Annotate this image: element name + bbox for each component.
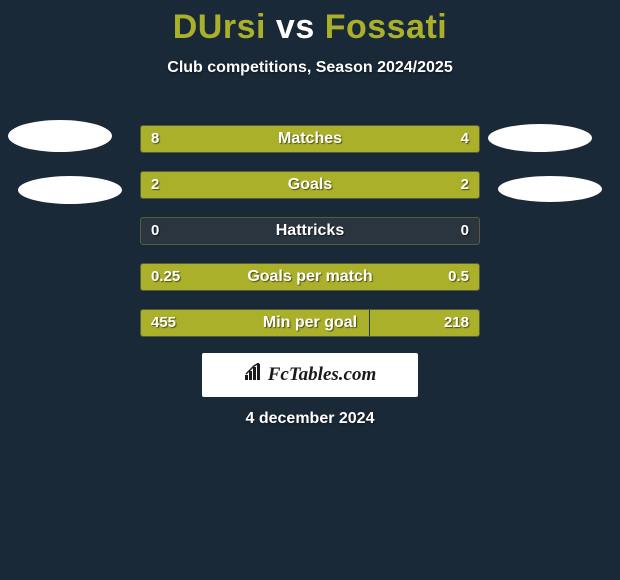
bars-icon — [244, 363, 264, 387]
logo-text: FcTables.com — [268, 364, 377, 386]
page-title: DUrsi vs Fossati — [0, 0, 620, 47]
avatar — [18, 176, 122, 204]
stat-row: 22Goals — [140, 171, 480, 199]
subtitle: Club competitions, Season 2024/2025 — [0, 59, 620, 77]
date-label: 4 december 2024 — [0, 410, 620, 428]
player2-name: Fossati — [325, 8, 448, 46]
logo-box: FcTables.com — [202, 353, 418, 397]
stat-label: Hattricks — [141, 218, 479, 244]
title-vs: vs — [276, 8, 315, 46]
stat-row: 84Matches — [140, 125, 480, 153]
avatar — [498, 176, 602, 202]
stat-label: Matches — [141, 126, 479, 152]
player1-name: DUrsi — [173, 8, 266, 46]
stat-row: 455218Min per goal — [140, 309, 480, 337]
avatar — [488, 124, 592, 152]
comparison-chart: 84Matches 22Goals 00Hattricks 0.250.5Goals … — [140, 125, 480, 355]
comparison-card: DUrsi vs Fossati Club competitions, Seas… — [0, 0, 620, 580]
avatar — [8, 120, 112, 152]
stat-label: Min per goal — [141, 310, 479, 336]
stat-label: Goals per match — [141, 264, 479, 290]
logo: FcTables.com — [244, 363, 377, 387]
stat-row: 00Hattricks — [140, 217, 480, 245]
stat-row: 0.250.5Goals per match — [140, 263, 480, 291]
stat-label: Goals — [141, 172, 479, 198]
